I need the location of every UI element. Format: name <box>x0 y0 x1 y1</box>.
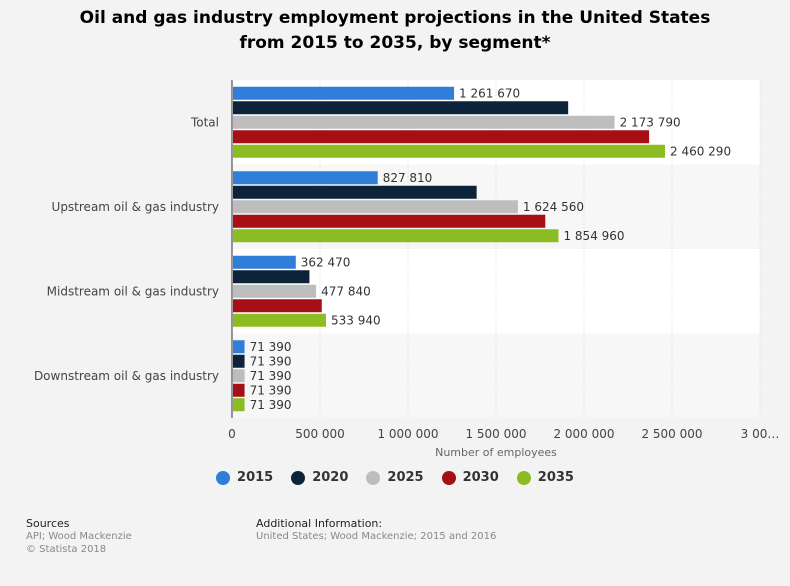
bar-chart: 0 500 000 1 000 000 1 500 000 2 000 000 2 500… <box>34 80 780 459</box>
data-label: 2 460 290 <box>670 144 731 158</box>
data-label: 71 390 <box>250 369 292 383</box>
data-label: 71 390 <box>250 340 292 354</box>
data-label: 71 390 <box>250 354 292 368</box>
sources-block: Sources API; Wood Mackenzie © Statista 2… <box>26 517 132 556</box>
bar-2025 <box>233 115 615 129</box>
bar-2025 <box>233 369 245 383</box>
chart-title-line1: Oil and gas industry employment projecti… <box>79 8 711 28</box>
category-label: Upstream oil & gas industry <box>52 200 219 214</box>
bar-2030 <box>233 130 650 144</box>
legend-item-2035[interactable]: 2035 <box>516 470 574 485</box>
legend-item-2015[interactable]: 2015 <box>216 470 273 485</box>
x-tick-label: 2 500 000 <box>641 427 702 441</box>
data-label: 2 173 790 <box>620 115 681 129</box>
legend-label: 2020 <box>312 470 349 485</box>
copyright-text: © Statista 2018 <box>26 544 107 555</box>
bar-2020 <box>233 101 569 115</box>
bar-2035 <box>233 144 666 158</box>
legend-label: 2025 <box>387 470 424 485</box>
chart-title-line2: from 2015 to 2035, by segment* <box>239 33 551 53</box>
data-label: 1 854 960 <box>563 229 624 243</box>
legend-swatch <box>366 470 381 485</box>
bar-2030 <box>233 214 546 228</box>
additional-info-text: United States; Wood Mackenzie; 2015 and … <box>256 531 497 542</box>
bar-2030 <box>233 383 245 397</box>
bar-2030 <box>233 299 322 313</box>
legend-item-2030[interactable]: 2030 <box>441 470 499 485</box>
bar-2015 <box>233 340 245 354</box>
bar-2020 <box>233 270 310 284</box>
bar-2035 <box>233 313 326 327</box>
data-label: 533 940 <box>331 313 381 327</box>
bar-2035 <box>233 229 559 243</box>
bar-2015 <box>233 86 455 100</box>
data-label: 827 810 <box>383 171 433 185</box>
legend-swatch <box>216 470 231 485</box>
data-label: 71 390 <box>250 383 292 397</box>
bar-2025 <box>233 284 317 298</box>
sources-heading: Sources <box>26 517 70 530</box>
bar-2035 <box>233 398 245 412</box>
legend-label: 2035 <box>537 470 574 485</box>
legend-label: 2030 <box>462 470 499 485</box>
x-tick-label: 1 500 000 <box>465 427 526 441</box>
data-label: 477 840 <box>321 284 371 298</box>
bar-2020 <box>233 354 245 368</box>
legend-swatch <box>291 470 306 485</box>
x-tick-label: 500 000 <box>295 427 345 441</box>
category-band <box>232 333 760 418</box>
legend-item-2020[interactable]: 2020 <box>291 470 348 485</box>
data-label: 71 390 <box>250 398 292 412</box>
legend-item-2025[interactable]: 2025 <box>366 470 424 485</box>
data-label: 1 624 560 <box>523 200 584 214</box>
chart-legend: 2015 2020 2025 2030 2035 <box>0 470 790 485</box>
x-tick-label: 2 000 000 <box>553 427 614 441</box>
chart-title: Oil and gas industry employment projecti… <box>0 6 790 56</box>
legend-label: 2015 <box>237 470 274 485</box>
x-axis-label: Number of employees <box>435 446 557 459</box>
category-label: Downstream oil & gas industry <box>34 369 219 383</box>
x-tick-label: 1 000 000 <box>377 427 438 441</box>
category-label: Total <box>190 115 219 129</box>
x-tick-label: 0 <box>228 427 236 441</box>
legend-swatch <box>441 470 456 485</box>
legend-swatch <box>516 470 531 485</box>
bar-2020 <box>233 185 477 199</box>
additional-info-block: Additional Information: United States; W… <box>256 517 496 543</box>
data-label: 1 261 670 <box>459 86 520 100</box>
bar-2025 <box>233 200 518 214</box>
data-label: 362 470 <box>301 255 351 269</box>
x-tick-label: 3 00… <box>741 427 780 441</box>
sources-text: API; Wood Mackenzie <box>26 531 132 542</box>
bar-2015 <box>233 171 378 185</box>
bar-2015 <box>233 255 296 269</box>
category-label: Midstream oil & gas industry <box>47 284 219 298</box>
additional-info-heading: Additional Information: <box>256 517 383 530</box>
